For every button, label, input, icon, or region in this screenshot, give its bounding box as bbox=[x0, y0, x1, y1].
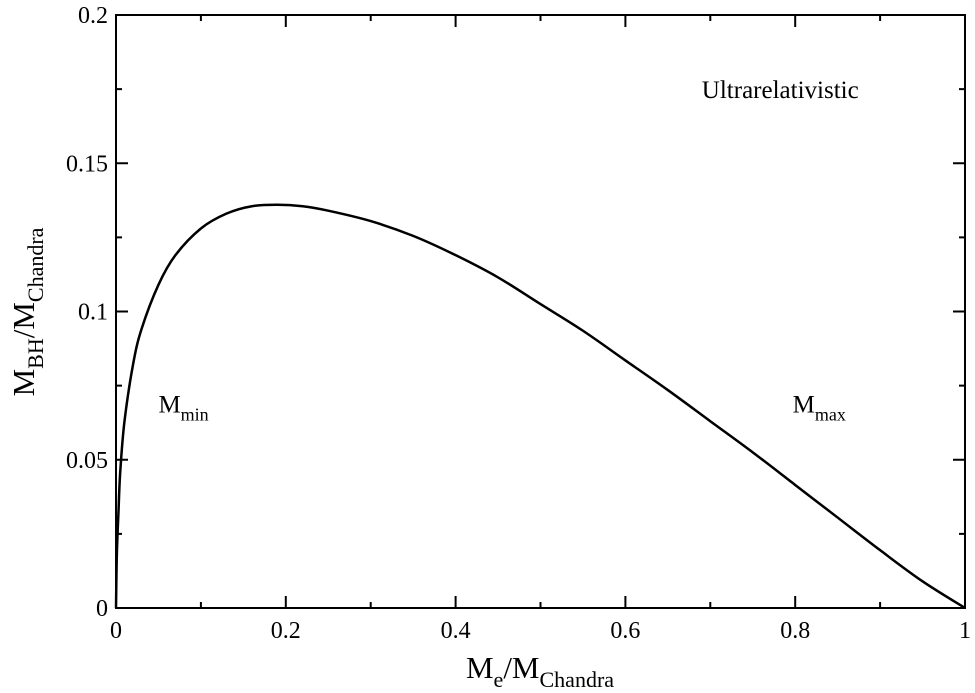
y-tick-label: 0.05 bbox=[66, 448, 108, 474]
y-axis-label: MBH/MChandra bbox=[6, 227, 48, 396]
x-axis-label: Me/MChandra bbox=[466, 650, 614, 692]
y-tick-label: 0.15 bbox=[66, 151, 108, 177]
y-tick-label: 0.2 bbox=[78, 3, 108, 29]
tick-labels: 0 0.2 0.4 0.6 0.8 1 0 0.05 0.1 0.15 0.2 bbox=[66, 3, 971, 644]
x-tick-label: 0.6 bbox=[610, 618, 640, 644]
x-tick-label: 0.8 bbox=[780, 618, 810, 644]
annotation-ultrarelativistic: Ultrarelativistic bbox=[702, 77, 859, 104]
y-tick-label: 0 bbox=[96, 596, 108, 622]
x-tick-label: 0 bbox=[110, 618, 122, 644]
annotation-m-max: Mmax bbox=[793, 391, 846, 424]
x-tick-label: 1 bbox=[959, 618, 971, 644]
annotation-m-min: Mmin bbox=[158, 391, 208, 424]
y-tick-label: 0.1 bbox=[78, 300, 108, 326]
x-tick-label: 0.4 bbox=[441, 618, 471, 644]
series-line bbox=[114, 203, 966, 610]
x-tick-label: 0.2 bbox=[271, 618, 301, 644]
